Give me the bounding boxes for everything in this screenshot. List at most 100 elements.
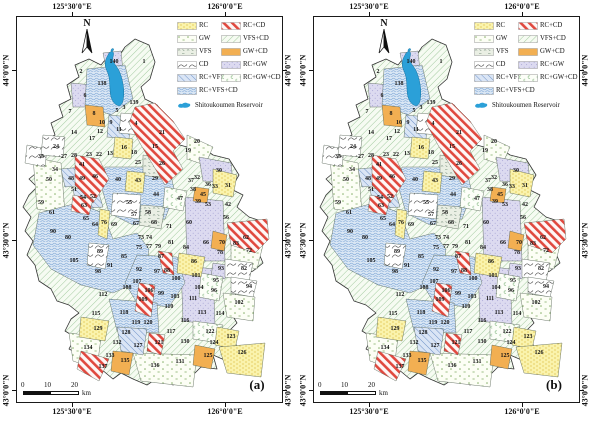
subbasin-number: 73 <box>435 235 441 241</box>
subbasin-region <box>489 344 513 370</box>
subbasin-number: 135 <box>121 358 130 364</box>
subbasin-number: 87 <box>158 254 164 260</box>
scale-bar-rule <box>23 391 79 395</box>
axis-tick <box>369 403 370 407</box>
subbasin-number: 37 <box>485 178 491 184</box>
subbasin-number: 126 <box>238 350 247 356</box>
subbasin-region <box>381 104 403 128</box>
subbasin-region <box>521 258 551 282</box>
subbasin-number: 14 <box>368 130 374 136</box>
scale-bar: 0 10 20 km <box>21 381 101 401</box>
subbasin-number: 61 <box>346 210 352 216</box>
subbasin-number: 21 <box>159 130 165 136</box>
subbasin-region <box>146 332 166 356</box>
subbasin-number: 53 <box>502 202 508 208</box>
subbasin-number: 116 <box>181 318 190 324</box>
legend-item-rc: RC <box>474 20 505 31</box>
subbasin-number: 47 <box>177 196 183 202</box>
legend-item-rccd: RC+CD <box>518 20 562 31</box>
subbasin-number: 81 <box>168 240 174 246</box>
scale-bar-rule <box>320 391 376 395</box>
longitude-label-top-right: 126°0'0"E <box>504 2 540 11</box>
subbasin-number: 41 <box>376 162 382 168</box>
subbasin-number: 5 <box>413 108 416 114</box>
legend-item-rc: RC <box>177 20 208 31</box>
subbasin-number: 27 <box>61 154 67 160</box>
subbasin-region <box>138 204 166 230</box>
longitude-label-top-right: 126°0'0"E <box>207 2 243 11</box>
subbasin-number: 31 <box>225 183 231 189</box>
subbasin-region <box>226 218 270 254</box>
subbasin-number: 53 <box>205 202 211 208</box>
axis-tick <box>309 70 313 71</box>
subbasin-region <box>425 102 483 186</box>
subbasin-number: 104 <box>195 285 204 291</box>
subbasin-number: 116 <box>478 318 487 324</box>
legend-label: RC+CD <box>243 22 266 29</box>
axis-tick <box>72 12 73 16</box>
subbasin-number: 15 <box>449 144 455 150</box>
subbasin-number: 4 <box>432 121 435 127</box>
legend-label: RC+VFS+CD <box>199 87 238 94</box>
legend-item-rcgwcd: RC+GW+CD <box>221 72 281 83</box>
subbasin-number: 7 <box>69 109 72 115</box>
legend-label: GW+CD <box>243 48 268 55</box>
subbasin-number: 45 <box>497 192 503 198</box>
subbasin-region <box>507 230 525 252</box>
subbasin-number: 69 <box>408 222 414 228</box>
subbasin-number: 109 <box>139 297 148 303</box>
subbasin-region <box>70 194 94 216</box>
legend-item-rcvfs: RC+VFS <box>177 72 224 83</box>
subbasin-number: 92 <box>136 267 142 273</box>
subbasin-region <box>337 134 363 158</box>
subbasin-number: 60 <box>483 220 489 226</box>
subbasin-number: 35 <box>38 154 44 160</box>
north-arrow-icon <box>378 28 390 54</box>
legend-swatch-reservoir <box>178 102 191 108</box>
subbasin-region <box>116 326 148 356</box>
subbasin-number: 117 <box>167 329 176 335</box>
legend-label: RC+GW <box>540 61 565 68</box>
subbasin-number: 49 <box>79 176 85 182</box>
subbasin-number: 87 <box>455 254 461 260</box>
subbasin-number: 122 <box>206 329 215 335</box>
subbasin-number: 25 <box>432 160 438 166</box>
subbasin-number: 6 <box>84 93 87 99</box>
subbasin-number: 125 <box>204 353 213 359</box>
subbasin-number: 28 <box>71 153 77 159</box>
subbasin-number: 112 <box>99 292 108 298</box>
subbasin-number: 23 <box>383 152 389 158</box>
subbasin-number: 1 <box>440 59 443 65</box>
subbasin-number: 55 <box>126 200 132 206</box>
longitude-label-bottom-left: 125°30'0"E <box>349 407 389 416</box>
axis-tick <box>225 12 226 16</box>
subbasin-number: 124 <box>210 340 219 346</box>
subbasin-number: 127 <box>134 343 143 349</box>
legend-item-gw: GW <box>177 33 210 44</box>
subbasin-number: 126 <box>535 350 544 356</box>
axis-tick <box>580 240 584 241</box>
subbasin-number: 82 <box>241 266 247 272</box>
subbasin-number: 113 <box>198 310 207 316</box>
legend-item-rcvfscd: RC+VFS+CD <box>474 85 535 96</box>
subbasin-number: 86 <box>488 259 494 265</box>
subbasin-number: 101 <box>489 273 498 279</box>
latitude-label-left-top: 44°0'0"N <box>298 54 308 87</box>
legend-label: RC <box>199 22 209 29</box>
subbasin-number: 56 <box>223 215 229 221</box>
subbasin-region <box>454 250 472 276</box>
subbasin-number: 43 <box>432 178 438 184</box>
subbasin-number: 21 <box>456 130 462 136</box>
legend-item-rcvfscd: RC+VFS+CD <box>177 85 238 96</box>
subbasin-number: 107 <box>430 279 439 285</box>
subbasin-number: 40 <box>115 177 121 183</box>
subbasin-number: 20 <box>194 139 200 145</box>
subbasin-region <box>413 326 445 356</box>
legend-swatch-rc <box>177 21 197 30</box>
subbasin-number: 64 <box>92 222 98 228</box>
subbasin-region <box>509 168 535 198</box>
shitoukoumen-reservoir <box>104 48 125 106</box>
legend-item-rcvfs: RC+VFS <box>474 72 521 83</box>
subbasin-number: 70 <box>219 240 225 246</box>
